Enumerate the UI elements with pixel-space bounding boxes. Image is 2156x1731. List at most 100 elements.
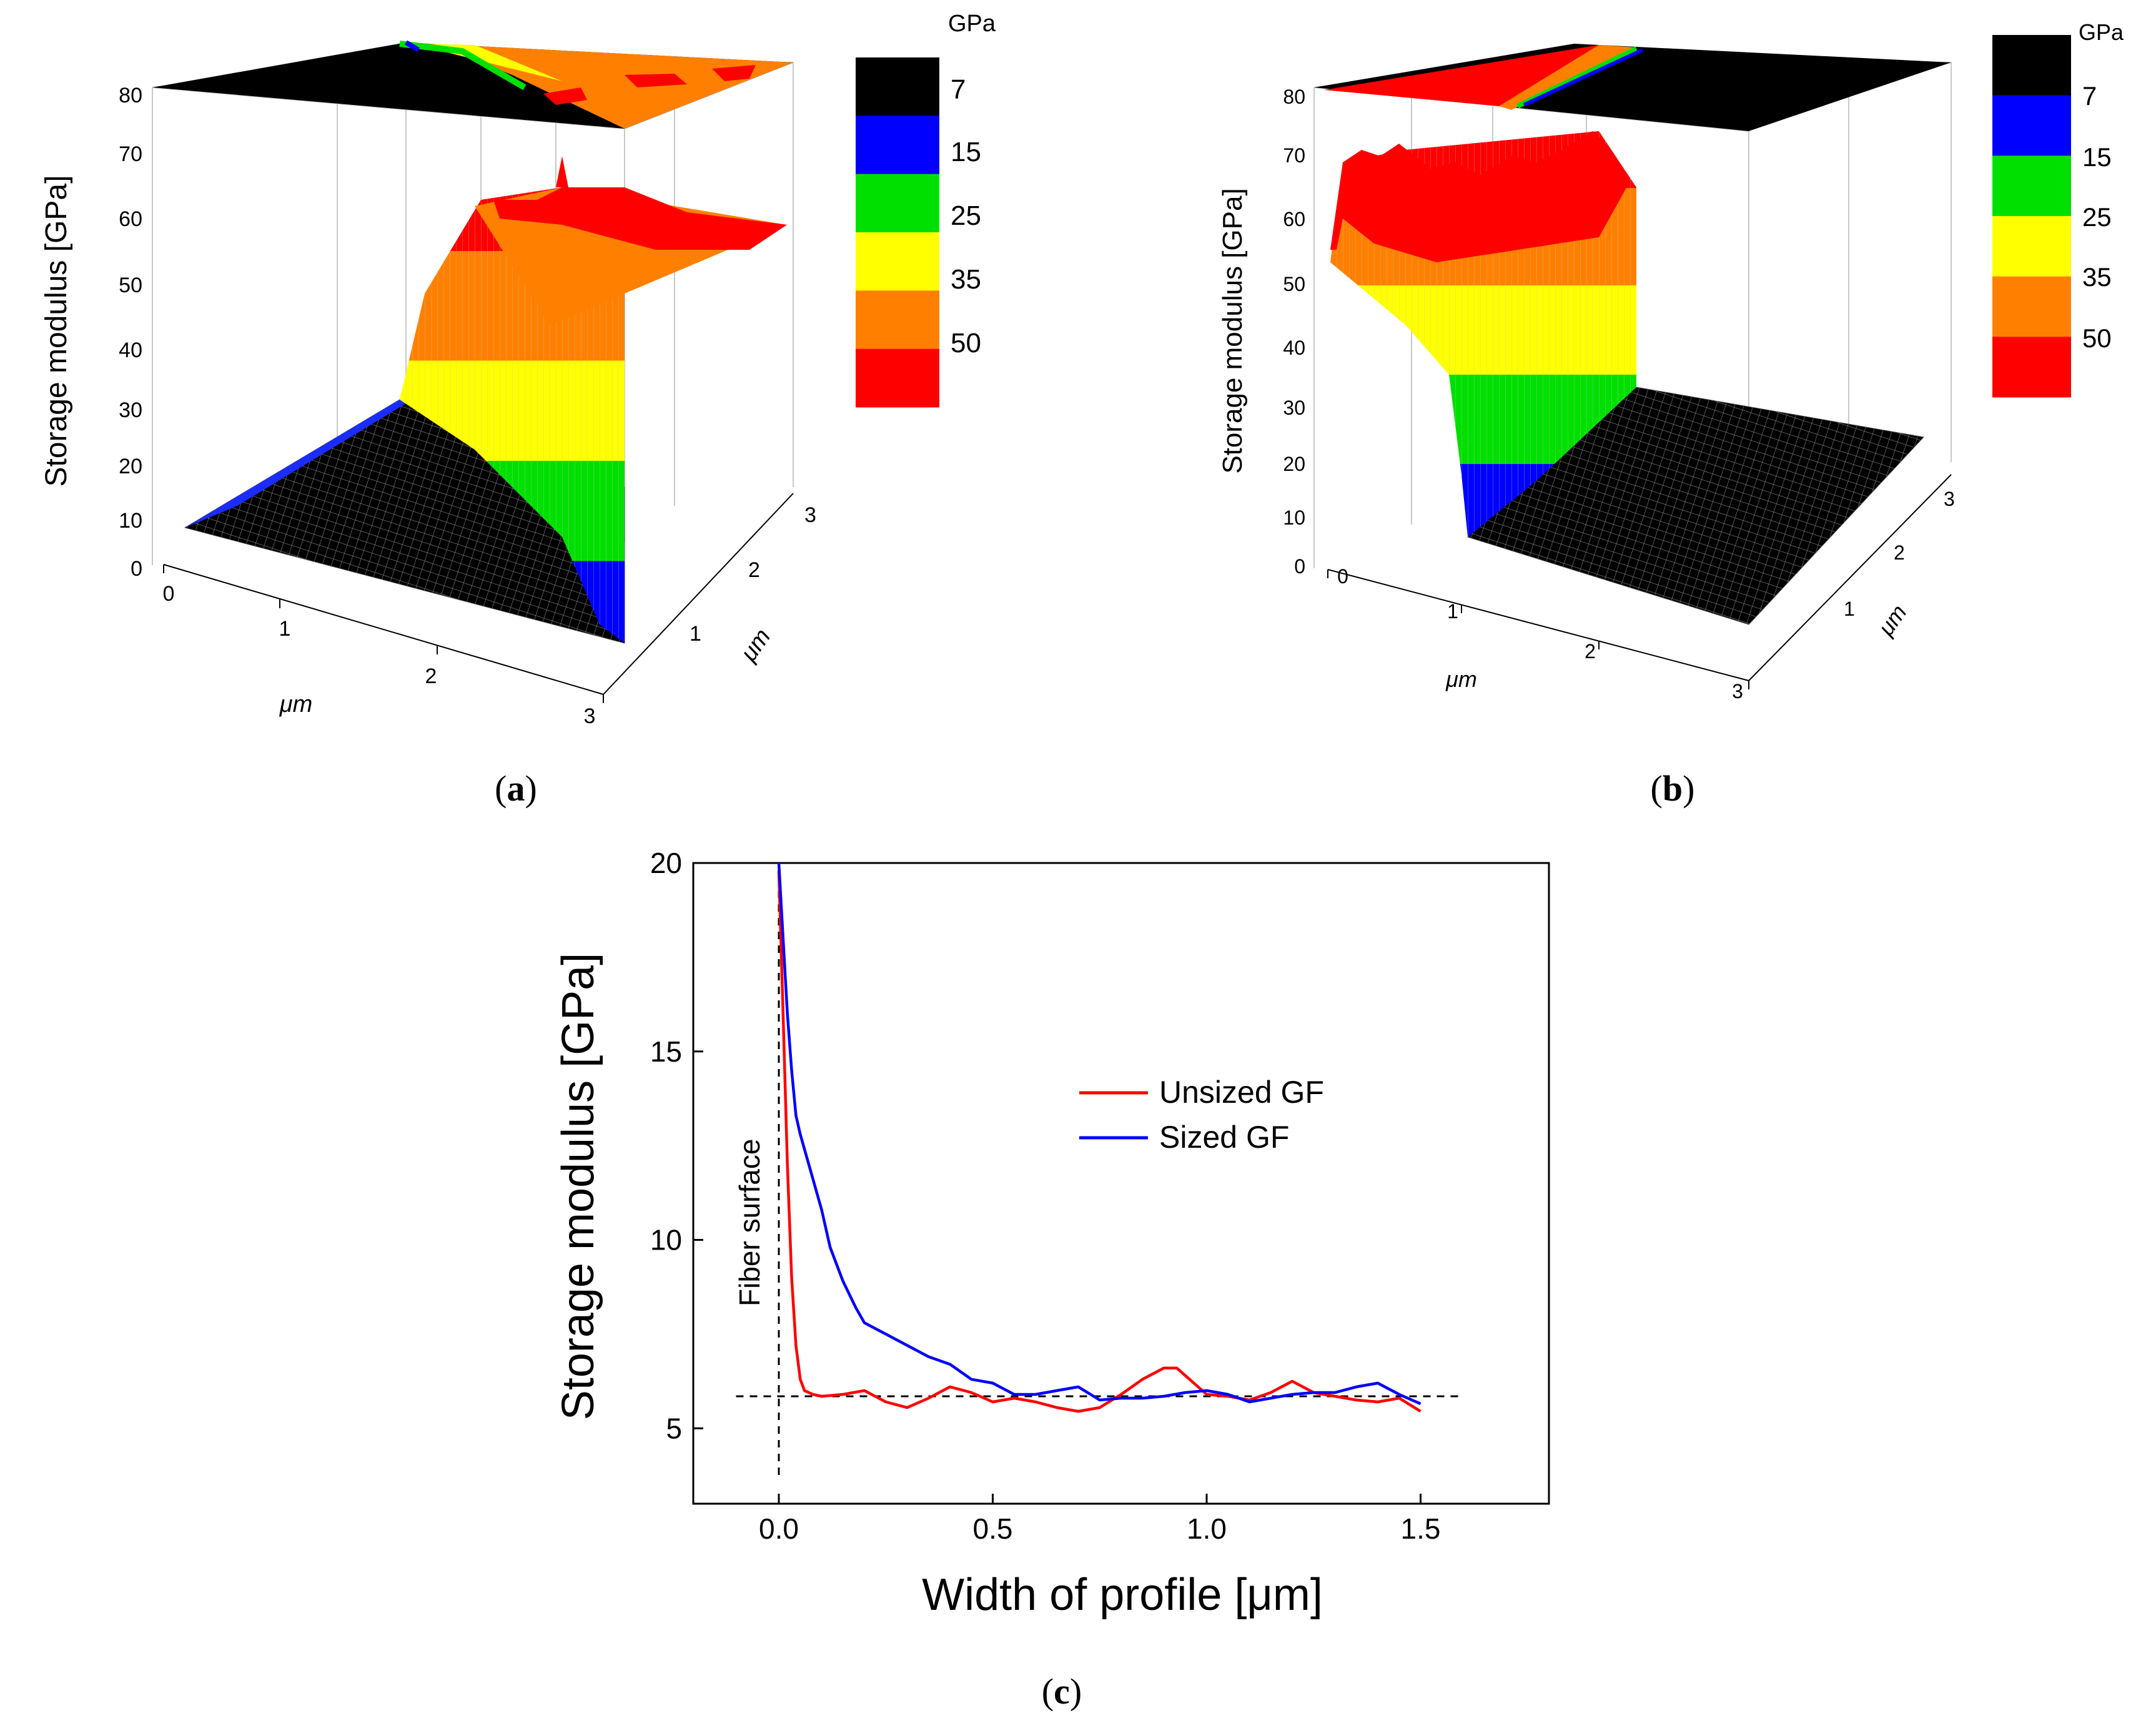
panel-b-peak [1330,131,1630,262]
panel-a-label: (a) [495,768,537,809]
panel-b-z-tick: 60 [1283,208,1305,230]
colorbar-swatch [1992,337,2071,398]
series-sized-gf-line [777,862,1422,1406]
x-tick-label: 0.5 [973,1512,1013,1545]
series-unsized-gf-line [777,870,1422,1413]
panel-a-x-label: μm [279,691,312,718]
panel-a-colorbar-tick: 15 [951,137,981,167]
panel-b-z-tick: 80 [1283,86,1305,108]
panel-b-z-tick: 70 [1283,144,1305,167]
panel-a-surface-plot: 0 10 20 30 40 50 60 70 80 Storage modulu… [40,11,996,809]
panel-a-z-tick: 40 [119,338,142,362]
legend-sized-label: Sized GF [1159,1120,1289,1155]
colorbar-swatch [856,348,939,408]
panel-a-colorbar-tick: 25 [951,200,981,231]
panel-b-colorbar-tick: 35 [2082,262,2112,292]
panel-b-top-projection [1314,44,1951,131]
panel-a-z-tick: 30 [119,398,142,422]
panel-a-x-tick: 2 [425,664,437,688]
panel-b-y-tick: 1 [1844,598,1855,620]
panel-a-top-projection [152,40,793,129]
panel-b-x-tick: 1 [1447,600,1458,623]
colorbar-swatch [856,57,939,116]
panel-c-y-ticks: 5 10 15 20 [650,847,703,1444]
x-tick-label: 0.0 [759,1512,799,1545]
panel-c-line-chart: 0.0 0.5 1.0 1.5 5 10 15 20 Width of profile [μ… [518,837,1624,1712]
panel-c-series [777,862,1422,1413]
panel-b-x-label: μm [1445,666,1477,692]
panel-b-z-tick: 40 [1283,337,1305,359]
colorbar-swatch [1992,276,2071,337]
panel-a-z-tick: 80 [119,84,142,107]
panel-b-x-tick: 3 [1732,680,1743,703]
panel-a-y-label: μm [735,624,776,667]
panel-a-z-tick: 20 [119,455,142,478]
panel-b-label: (b) [1651,768,1695,809]
panel-b-z-tick: 30 [1283,397,1305,419]
panel-a-z-tick: 50 [119,274,142,297]
x-tick-label: 1.5 [1401,1512,1441,1545]
panel-a-y-tick: 2 [748,558,760,582]
panel-a-x-tick: 0 [163,582,175,606]
panel-b-colorbar-tick: 7 [2082,81,2097,111]
panel-b-x-tick: 0 [1337,565,1348,588]
colorbar-swatch [856,290,939,350]
panel-a-z-tick: 0 [131,557,142,581]
panel-c-legend: Unsized GF Sized GF [1079,1075,1324,1155]
panel-b-colorbar [1992,35,2071,398]
panel-b-x-tick: 2 [1585,640,1596,663]
panel-c-background [518,837,1624,1649]
panel-a-colorbar-tick: 50 [951,328,981,358]
panel-b-y-tick: 3 [1944,488,1955,510]
colorbar-swatch [1992,216,2071,277]
y-tick-label: 10 [650,1224,682,1256]
panel-a-z-label: Storage modulus [GPa] [40,175,73,487]
panel-b-z-tick: 50 [1283,273,1305,295]
colorbar-swatch [1992,95,2071,156]
panel-a-colorbar-unit: GPa [948,11,996,37]
panel-b-colorbar-tick: 25 [2082,202,2112,232]
colorbar-swatch [1992,155,2071,217]
panel-b-z-tick: 20 [1283,453,1305,475]
panel-b-colorbar-tick: 15 [2082,142,2112,172]
y-tick-label: 15 [650,1035,682,1068]
panel-a-colorbar-tick: 7 [951,74,966,105]
panel-b-z-tick: 0 [1294,555,1305,578]
panel-a-x-tick: 3 [584,704,596,728]
panel-a-z-tick: 70 [119,142,142,166]
panel-b-y-tick: 2 [1894,541,1905,564]
panel-b-x-axis [1327,569,1749,689]
panel-a-y-axis [603,493,794,695]
panel-b-z-axis: 0 10 20 30 40 50 60 70 80 [1283,86,1305,578]
panel-b-colorbar-tick: 50 [2082,323,2112,353]
panel-a-z-tick: 60 [119,207,142,231]
panel-c-fiber-surface-annotation: Fiber surface [733,1139,766,1306]
panel-a-colorbar [856,57,939,408]
panel-c-plot-frame [692,862,1550,1505]
colorbar-swatch [856,174,939,233]
panel-a-z-axis: 0 10 20 30 40 50 60 70 80 [119,84,142,581]
panel-a-y-tick: 3 [804,503,816,527]
panel-c-x-axis-label: Width of profile [μm] [922,1570,1323,1620]
panel-b-y-label: μm [1872,600,1912,641]
panel-b-y-axis [1748,474,1952,681]
panel-c-y-axis-label: Storage modulus [GPa] [553,953,603,1420]
panel-c-x-ticks: 0.0 0.5 1.0 1.5 [759,1494,1440,1545]
panel-a-y-tick: 1 [690,622,701,646]
panel-c-label: (c) [1042,1671,1082,1712]
panel-a-z-tick: 10 [119,509,142,533]
colorbar-swatch [856,232,939,291]
panel-b-colorbar-unit: GPa [2079,19,2124,45]
panel-b-z-label: Storage modulus [GPa] [1217,188,1248,473]
panel-a-x-axis [163,564,604,703]
colorbar-swatch [1992,35,2071,96]
panel-b-z-tick: 10 [1283,506,1305,529]
panel-b-surface-plot: 0 10 20 30 40 50 60 70 80 Storage modulu… [1217,19,2124,809]
y-tick-label: 5 [666,1412,682,1444]
y-tick-label: 20 [650,847,682,879]
x-tick-label: 1.0 [1187,1512,1227,1545]
panel-a-x-tick: 1 [279,617,291,641]
legend-unsized-label: Unsized GF [1159,1075,1324,1110]
colorbar-swatch [856,116,939,175]
